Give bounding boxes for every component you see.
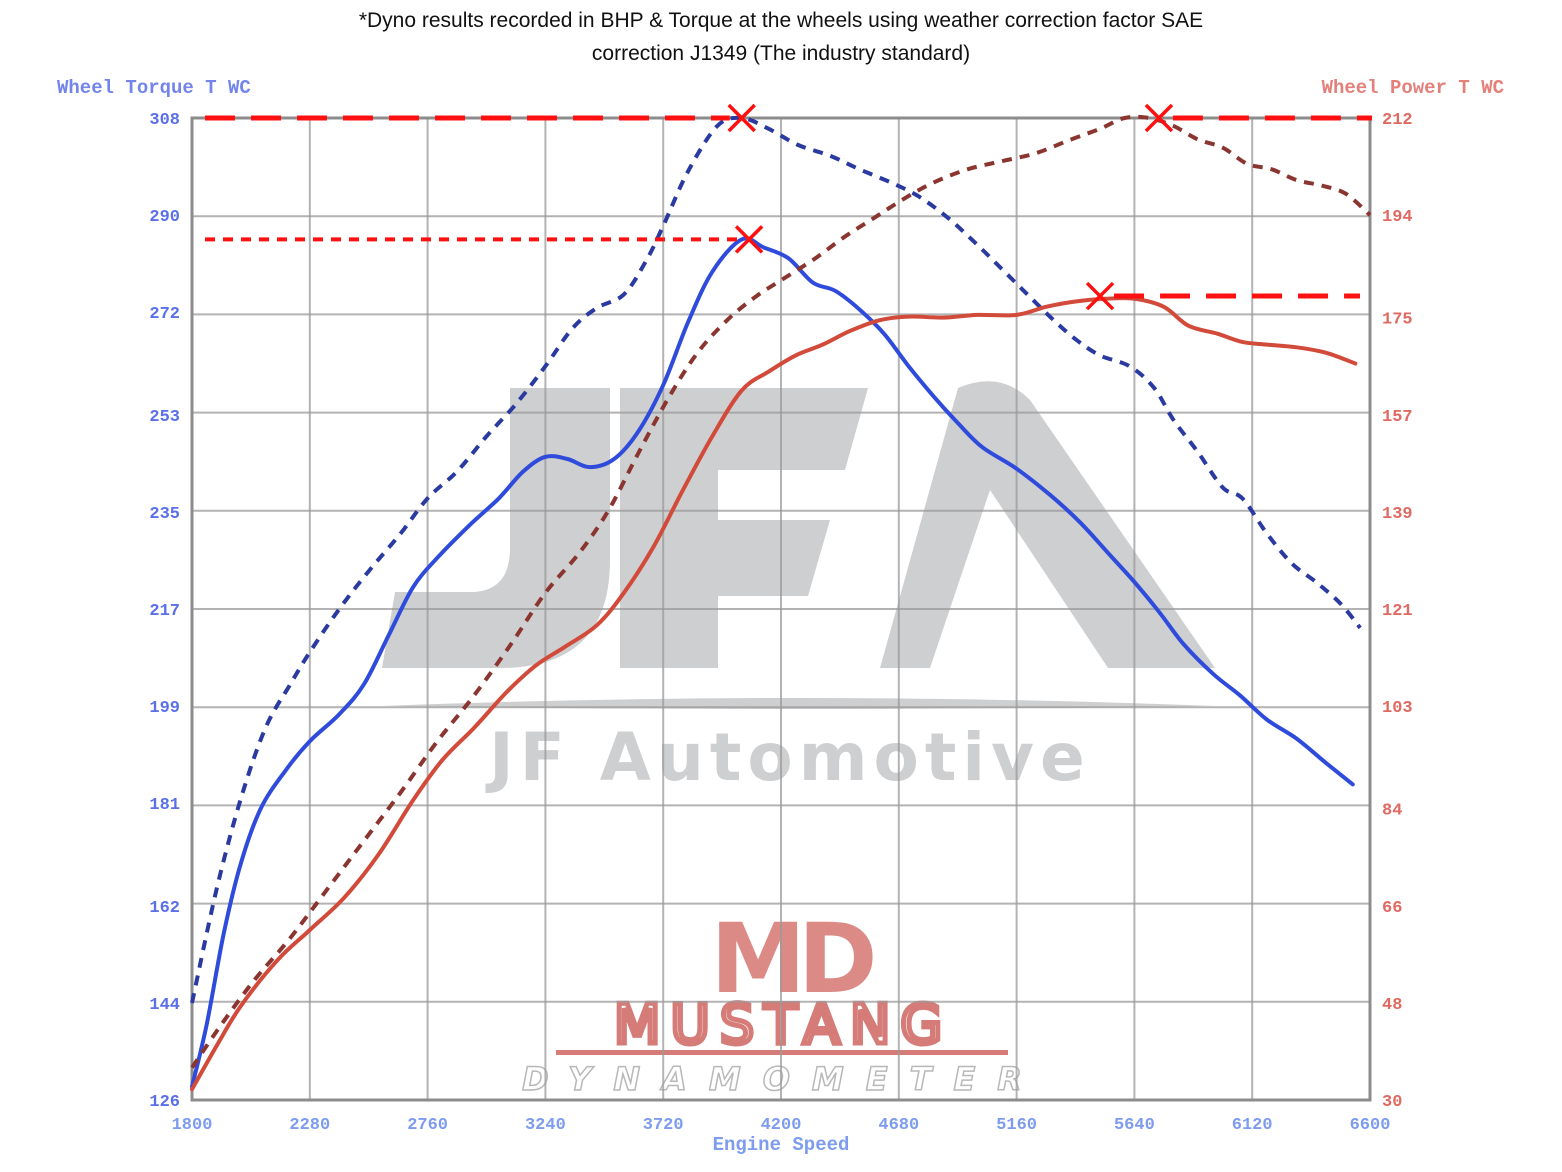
left-axis-tick: 235 bbox=[149, 505, 180, 524]
x-axis-tick: 2760 bbox=[407, 1116, 448, 1135]
x-axis-tick: 3240 bbox=[525, 1116, 566, 1135]
right-axis-tick: 212 bbox=[1382, 111, 1413, 130]
peak-x-marker-icon bbox=[734, 225, 764, 254]
jfa-logo-a bbox=[880, 381, 1215, 668]
jfa-logo-f bbox=[620, 388, 868, 668]
right-axis-tick: 194 bbox=[1382, 208, 1413, 227]
x-axis-title: Engine Speed bbox=[712, 1134, 850, 1156]
torque-dashed-line bbox=[190, 115, 1362, 1004]
right-axis-title: Wheel Power T WC bbox=[1321, 77, 1504, 99]
dynamometer-text: DYNAMOMETER bbox=[522, 1060, 1044, 1098]
left-axis-tick: 126 bbox=[149, 1093, 180, 1112]
x-axis-tick: 4680 bbox=[878, 1116, 919, 1135]
chart-title-line-1: *Dyno results recorded in BHP & Torque a… bbox=[358, 9, 1204, 32]
peak-x-marker-icon bbox=[1085, 281, 1115, 311]
chart-series bbox=[190, 114, 1372, 1092]
peak-annotations bbox=[205, 103, 1372, 311]
right-axis-tick: 139 bbox=[1382, 505, 1413, 524]
axis-ticks: 126 144 162 181 199 217 235 253 272 290 308 30 48 66 8… bbox=[149, 111, 1412, 1135]
left-axis-tick: 144 bbox=[149, 996, 180, 1015]
left-axis-tick: 217 bbox=[149, 602, 180, 621]
torque-solid-line bbox=[190, 236, 1355, 1089]
right-axis-tick: 175 bbox=[1382, 311, 1413, 330]
x-axis-tick: 5640 bbox=[1114, 1116, 1155, 1135]
left-axis-tick: 290 bbox=[149, 208, 180, 227]
right-axis-tick: 48 bbox=[1382, 996, 1402, 1015]
jfa-watermark: JF Automotive bbox=[380, 381, 1215, 796]
x-axis-tick: 6600 bbox=[1350, 1116, 1391, 1135]
right-axis-tick: 103 bbox=[1382, 699, 1413, 718]
jfa-logo-j bbox=[382, 388, 610, 668]
right-axis-tick: 30 bbox=[1382, 1093, 1402, 1112]
left-axis-tick: 162 bbox=[149, 899, 180, 918]
jf-automotive-text: JF Automotive bbox=[485, 719, 1091, 796]
right-axis-tick: 121 bbox=[1382, 602, 1413, 621]
power-dashed-line bbox=[190, 114, 1372, 1069]
left-axis-tick: 272 bbox=[149, 305, 180, 324]
peak-x-marker-icon bbox=[1144, 103, 1174, 133]
plot-frame bbox=[190, 116, 1372, 1102]
peak-x-marker-icon bbox=[727, 103, 756, 133]
left-axis-tick: 253 bbox=[149, 408, 180, 427]
left-axis-tick: 308 bbox=[149, 111, 180, 130]
mustang-dyno-watermark: MD MUSTANG DYNAMOMETER bbox=[521, 903, 1044, 1099]
chart-grid bbox=[190, 116, 1372, 1102]
right-axis-tick: 84 bbox=[1382, 802, 1402, 821]
power-solid-line bbox=[190, 296, 1358, 1092]
x-axis-tick: 2280 bbox=[289, 1116, 330, 1135]
x-axis-tick: 4200 bbox=[761, 1116, 802, 1135]
x-axis-tick: 5160 bbox=[996, 1116, 1037, 1135]
md-logo-text: MD bbox=[710, 903, 873, 1015]
chart-title-line-2: correction J1349 (The industry standard) bbox=[591, 42, 971, 65]
left-axis-title: Wheel Torque T WC bbox=[57, 77, 251, 99]
chart-title: *Dyno results recorded in BHP & Torque a… bbox=[0, 4, 1562, 70]
left-axis-tick: 199 bbox=[149, 699, 180, 718]
right-axis-tick: 157 bbox=[1382, 408, 1413, 427]
x-axis-tick: 1800 bbox=[172, 1116, 213, 1135]
x-axis-tick: 3720 bbox=[643, 1116, 684, 1135]
right-axis-tick: 66 bbox=[1382, 899, 1402, 918]
x-axis-tick: 6120 bbox=[1232, 1116, 1273, 1135]
left-axis-tick: 181 bbox=[149, 796, 180, 815]
